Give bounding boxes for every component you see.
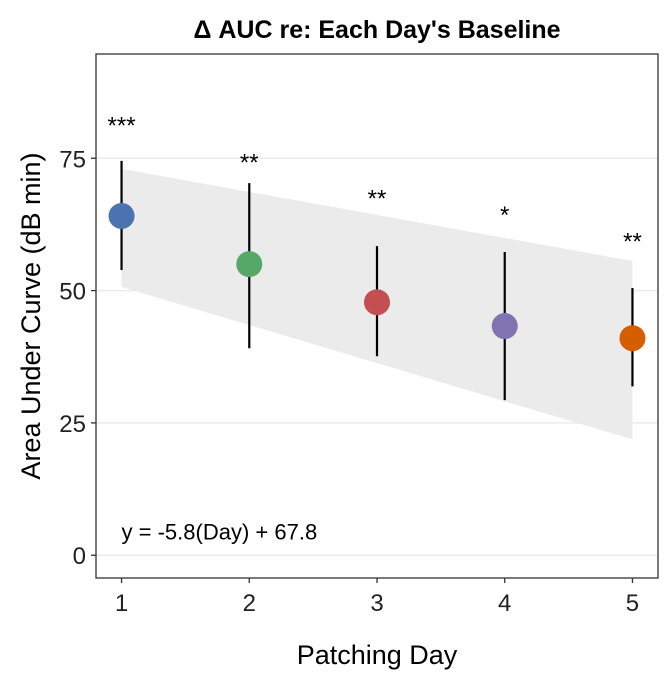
x-tick-label: 3 (370, 590, 383, 617)
y-tick-label: 0 (73, 543, 86, 570)
axes: 0 25 50 75 1 2 3 4 5 (59, 146, 639, 617)
data-point (364, 289, 390, 316)
data-point (619, 325, 646, 352)
data-point (491, 313, 518, 340)
x-axis-label: Patching Day (297, 640, 458, 670)
data-marks: ********** (108, 113, 646, 401)
significance-label: ** (240, 149, 259, 176)
significance-label: ** (368, 185, 387, 212)
regression-equation: y = -5.8(Day) + 67.8 (122, 519, 318, 544)
significance-label: * (500, 202, 509, 229)
x-tick-label: 1 (115, 590, 128, 617)
data-point (108, 202, 135, 229)
x-tick-label: 4 (498, 590, 511, 617)
x-tick-label: 5 (626, 590, 639, 617)
data-point (236, 251, 263, 278)
y-tick-label: 50 (59, 279, 86, 306)
significance-label: ** (623, 229, 642, 256)
y-tick-label: 25 (59, 411, 86, 438)
y-tick-label: 75 (59, 146, 86, 173)
x-tick-label: 2 (243, 590, 256, 617)
chart-title: Δ AUC re: Each Day's Baseline (193, 16, 560, 44)
y-axis-label: Area Under Curve (dB min) (16, 152, 46, 479)
significance-label: *** (108, 113, 136, 140)
